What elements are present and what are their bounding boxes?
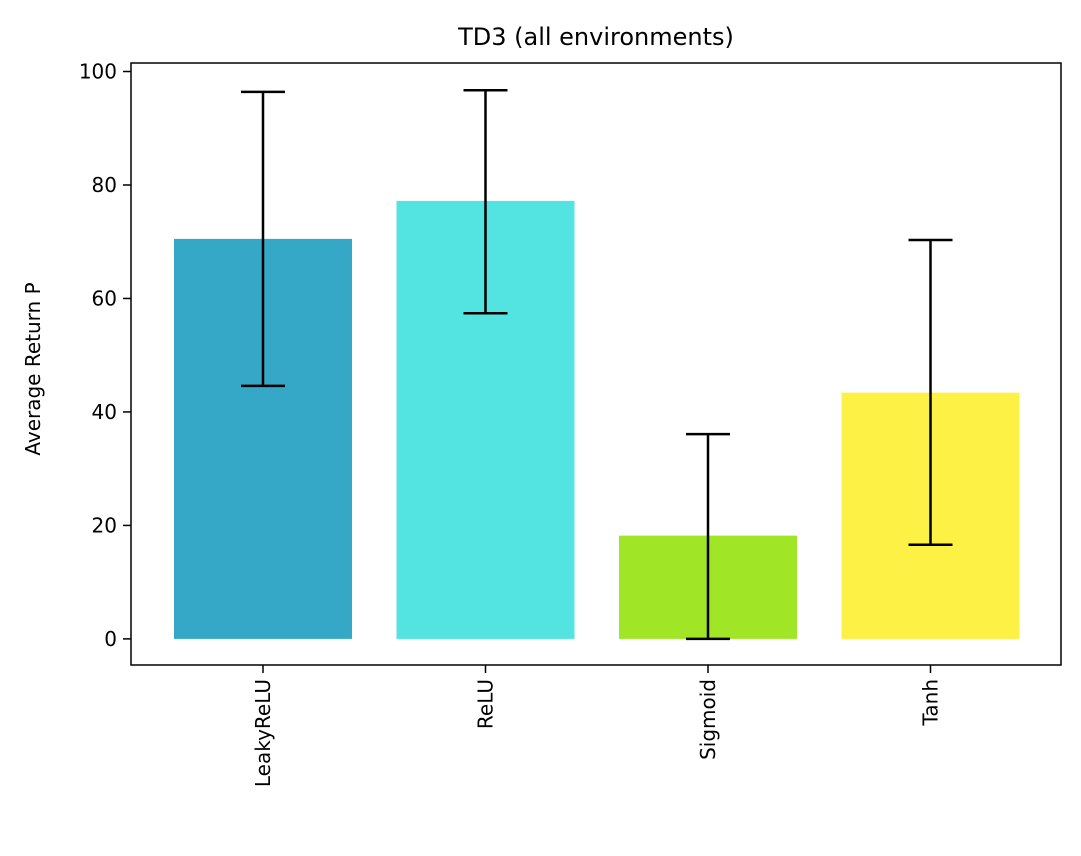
y-tick-label: 20 (92, 513, 117, 537)
x-tick-label: Sigmoid (696, 679, 720, 760)
x-tick-label: ReLU (474, 679, 498, 729)
y-tick-label: 100 (79, 60, 117, 84)
y-tick-label: 0 (104, 627, 117, 651)
bars-group (174, 200, 1020, 639)
x-tick-label: LeakyReLU (251, 679, 275, 787)
y-axis-ticks: 0 20 40 60 80 100 (79, 60, 131, 651)
y-axis-title: Average Return P (21, 282, 45, 455)
y-tick-label: 40 (92, 400, 117, 424)
x-axis-ticks: LeakyReLU ReLU Sigmoid Tanh (251, 665, 943, 787)
plot-frame (130, 62, 1062, 666)
y-tick-label: 60 (92, 286, 117, 310)
y-tick-label: 80 (92, 173, 117, 197)
error-bars-group (241, 88, 953, 641)
x-tick-label: Tanh (919, 679, 943, 727)
chart-title: TD3 (all environments) (457, 23, 734, 51)
